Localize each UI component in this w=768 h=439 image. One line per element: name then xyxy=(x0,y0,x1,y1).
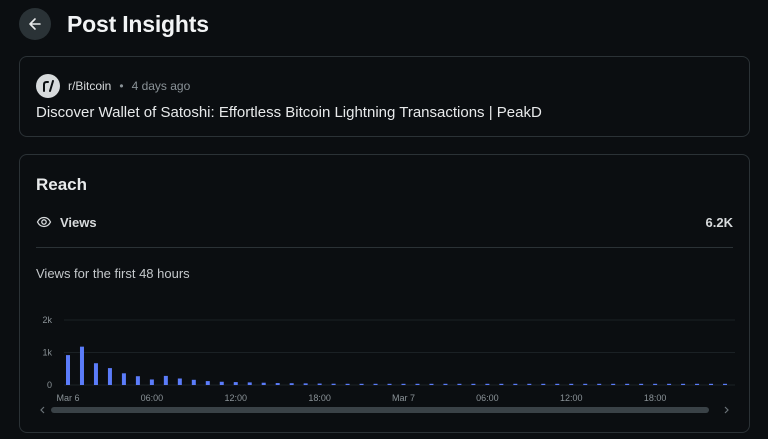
chart-bar[interactable] xyxy=(611,383,616,385)
chart-bar[interactable] xyxy=(331,383,336,385)
chart-bar[interactable] xyxy=(275,383,280,385)
chart-bar[interactable] xyxy=(429,383,434,385)
chart-bar[interactable] xyxy=(555,383,560,385)
chart-bar[interactable] xyxy=(317,383,322,385)
chart-bar[interactable] xyxy=(541,383,546,385)
chart-bar[interactable] xyxy=(289,383,294,385)
x-tick-label: 06:00 xyxy=(141,393,164,403)
chart-bar[interactable] xyxy=(681,383,686,385)
post-time: 4 days ago xyxy=(131,79,191,93)
chart-bar[interactable] xyxy=(79,346,84,385)
page-header: Post Insights xyxy=(19,7,209,41)
chart-bar[interactable] xyxy=(485,383,490,385)
chart-bar[interactable] xyxy=(569,383,574,385)
chart-bar[interactable] xyxy=(499,383,504,385)
chart-bar[interactable] xyxy=(667,383,672,385)
chart-bar[interactable] xyxy=(597,383,602,385)
views-value: 6.2K xyxy=(705,214,733,230)
chart-bar[interactable] xyxy=(709,383,714,385)
post-meta: r/Bitcoin • 4 days ago xyxy=(36,74,190,98)
chart-bar[interactable] xyxy=(205,381,210,385)
chart-bar[interactable] xyxy=(695,383,700,385)
chart-bar[interactable] xyxy=(723,383,728,385)
chart-bar[interactable] xyxy=(135,376,140,385)
chart-bar[interactable] xyxy=(639,383,644,385)
chart-bar[interactable] xyxy=(247,382,252,385)
subreddit-name[interactable]: r/Bitcoin xyxy=(68,79,112,93)
subreddit-logo-icon xyxy=(43,80,54,92)
chart-bar[interactable] xyxy=(93,363,98,385)
reach-card: Reach Views 6.2K Views for the first 48 … xyxy=(19,154,750,433)
chart-bar[interactable] xyxy=(513,383,518,385)
page-title: Post Insights xyxy=(67,10,209,37)
divider xyxy=(36,247,733,248)
chart-bar[interactable] xyxy=(471,383,476,385)
chart-bar[interactable] xyxy=(233,382,238,385)
chart-bar[interactable] xyxy=(163,375,168,385)
x-tick-label: 12:00 xyxy=(560,393,583,403)
chart-bar[interactable] xyxy=(149,379,154,385)
x-tick-label: 18:00 xyxy=(644,393,667,403)
meta-separator: • xyxy=(119,79,124,93)
back-button[interactable] xyxy=(19,8,51,40)
eye-icon xyxy=(36,216,52,228)
post-title[interactable]: Discover Wallet of Satoshi: Effortless B… xyxy=(36,104,542,121)
subreddit-avatar[interactable] xyxy=(36,74,60,98)
chart-bar[interactable] xyxy=(527,383,532,385)
chart-bar[interactable] xyxy=(443,383,448,385)
y-tick-label: 1k xyxy=(42,348,52,358)
scrollbar-thumb[interactable] xyxy=(51,407,709,413)
x-tick-label: Mar 6 xyxy=(56,393,79,403)
chart-bar[interactable] xyxy=(625,383,630,385)
arrow-left-icon xyxy=(29,18,41,30)
chart-bar[interactable] xyxy=(261,382,266,385)
reach-title: Reach xyxy=(36,175,88,194)
chart-bar[interactable] xyxy=(191,379,196,385)
chart-bar[interactable] xyxy=(457,383,462,385)
chart-bar[interactable] xyxy=(359,383,364,385)
x-tick-label: 06:00 xyxy=(476,393,499,403)
chart-bar[interactable] xyxy=(387,383,392,385)
chart-bar[interactable] xyxy=(66,355,70,385)
chart-bar[interactable] xyxy=(177,378,182,386)
post-card[interactable]: r/Bitcoin • 4 days ago Discover Wallet o… xyxy=(19,56,750,137)
chart-bar[interactable] xyxy=(121,373,126,385)
x-tick-label: Mar 7 xyxy=(392,393,415,403)
scroll-right-icon[interactable] xyxy=(724,406,729,414)
chart-bar[interactable] xyxy=(401,383,406,385)
views-row: Views 6.2K xyxy=(36,212,733,232)
views-bar-chart: 2k 1k 0 Mar 6 06:00 12:00 18:00 Mar 7 06:00 12:0… xyxy=(40,315,735,414)
y-tick-label: 2k xyxy=(42,315,52,325)
x-tick-label: 18:00 xyxy=(308,393,331,403)
views-label: Views xyxy=(60,214,97,230)
chart-bar[interactable] xyxy=(653,383,658,385)
chart-bar[interactable] xyxy=(303,383,308,386)
x-tick-label: 12:00 xyxy=(224,393,247,403)
chart-bar[interactable] xyxy=(219,381,224,385)
y-tick-label: 0 xyxy=(47,380,52,390)
chart-bar[interactable] xyxy=(345,383,350,385)
chart-bar[interactable] xyxy=(373,383,378,385)
chart-bar[interactable] xyxy=(107,368,112,385)
chart-bar[interactable] xyxy=(583,383,588,385)
chart-scrollbar[interactable] xyxy=(40,406,729,414)
scroll-left-icon[interactable] xyxy=(40,406,45,414)
chart-caption: Views for the first 48 hours xyxy=(36,266,190,281)
chart-bar[interactable] xyxy=(415,383,420,385)
